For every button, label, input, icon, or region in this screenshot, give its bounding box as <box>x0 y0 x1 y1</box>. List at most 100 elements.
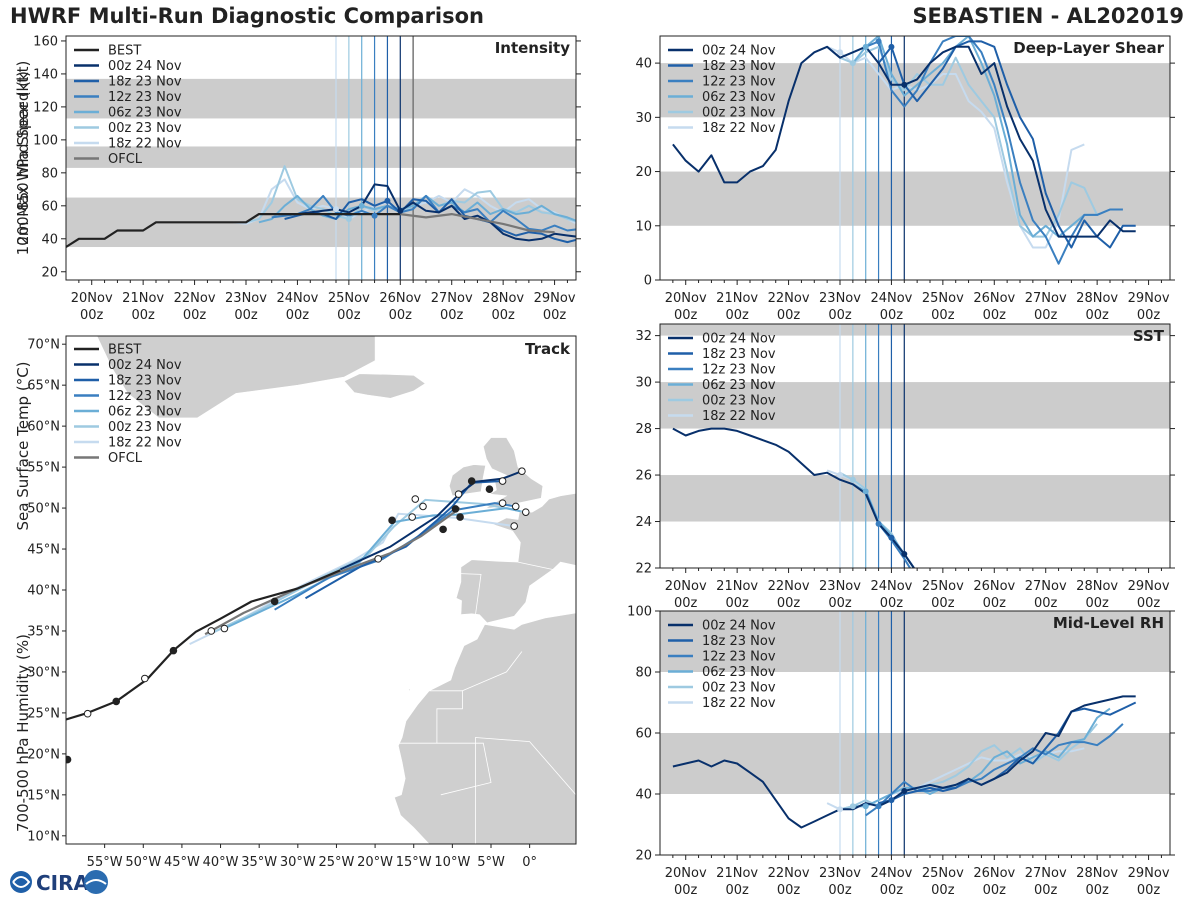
track-position-marker <box>439 525 447 534</box>
track-x-tick-label: 55°W <box>87 855 123 870</box>
rh-legend-run-label: 12z 23 Nov <box>702 650 776 665</box>
shear-x-day-label: 28Nov <box>1076 291 1118 306</box>
sst-x-hour-label: 00z <box>828 596 852 611</box>
track-position-marker <box>521 508 530 516</box>
sst-x-day-label: 24Nov <box>870 579 912 594</box>
rh-x-hour-label: 00z <box>931 883 955 898</box>
rh-init-marker <box>888 797 895 804</box>
track-x-tick-label: 50°W <box>125 855 161 870</box>
intensity-init-marker <box>371 212 378 219</box>
sst-shaded-band <box>660 382 1170 429</box>
intensity-x-day-label: 20Nov <box>71 291 113 306</box>
shear-x-hour-label: 00z <box>725 308 749 323</box>
track-best-marker <box>169 646 178 655</box>
sst-y-tick-label: 22 <box>635 562 652 577</box>
shear-x-hour-label: 00z <box>1034 308 1058 323</box>
track-y-tick-label: 25°N <box>27 706 60 721</box>
intensity-legend-best-label: BEST <box>108 44 141 59</box>
intensity-x-hour-label: 00z <box>80 308 104 323</box>
shear-series-18z-23-nov <box>877 40 1136 249</box>
intensity-x-day-label: 26Nov <box>379 291 421 306</box>
shear-x-hour-label: 00z <box>983 308 1007 323</box>
rh-title: Mid-Level RH <box>1053 614 1164 632</box>
intensity-x-day-label: 27Nov <box>431 291 473 306</box>
shear-x-day-label: 20Nov <box>665 291 707 306</box>
country-border <box>517 561 553 570</box>
rh-x-hour-label: 00z <box>777 883 801 898</box>
rh-x-day-label: 22Nov <box>768 866 810 881</box>
track-position-marker <box>270 597 279 606</box>
track-y-tick-label: 30°N <box>27 665 60 680</box>
intensity-legend-run-label: 18z 22 Nov <box>108 137 182 152</box>
intensity-frame <box>65 35 577 281</box>
track-position-marker <box>207 627 216 635</box>
track-x-tick-label: 45°W <box>164 855 200 870</box>
track-title: Track <box>525 340 571 358</box>
track-legend-label: 00z 23 Nov <box>108 420 182 435</box>
intensity-x-hour-label: 00z <box>389 308 413 323</box>
shear-y-tick-label: 0 <box>644 274 652 289</box>
europe-land <box>455 492 576 624</box>
track-series-12z-23-nov <box>274 502 516 611</box>
track-position-marker <box>220 624 229 633</box>
rh-x-hour-label: 00z <box>674 883 698 898</box>
intensity-x-day-label: 25Nov <box>328 291 370 306</box>
track-map: 10°N 15°N 20°N 25°N 30°N 35°N 40°N 45°N 50°N 55°N… <box>27 335 577 870</box>
logo-swirl <box>12 876 31 888</box>
sst-legend-run-label: 12z 23 Nov <box>702 363 776 378</box>
intensity-x-day-label: 23Nov <box>225 291 267 306</box>
track-position-marker <box>498 477 507 485</box>
intensity-init-marker <box>358 202 365 209</box>
rh-series-group <box>672 695 1137 829</box>
sst-init-marker <box>849 476 856 483</box>
intensity-x-day-label: 21Nov <box>122 291 164 306</box>
sst-y-tick-label: 26 <box>635 469 652 484</box>
sst-x-hour-label: 00z <box>725 596 749 611</box>
shear-x-day-label: 25Nov <box>922 291 964 306</box>
sst-legend-run-label: 18z 22 Nov <box>702 409 776 424</box>
logo-emblem <box>84 870 108 894</box>
track-legend-label: 18z 23 Nov <box>108 374 182 389</box>
sst-x-hour-label: 00z <box>1085 596 1109 611</box>
rh-x-hour-label: 00z <box>1034 883 1058 898</box>
rh-x-hour-label: 00z <box>725 883 749 898</box>
shear-legend-run-label: 00z 24 Nov <box>702 44 776 59</box>
shear-legend-run-label: 18z 22 Nov <box>702 121 776 136</box>
shear-x-day-label: 27Nov <box>1025 291 1067 306</box>
shear-x-hour-label: 00z <box>777 308 801 323</box>
sst-x-hour-label: 00z <box>983 596 1007 611</box>
track-position-marker <box>510 522 518 530</box>
track-y-tick-label: 45°N <box>27 543 60 558</box>
track-legend-label: 18z 22 Nov <box>108 436 182 451</box>
shear-x-day-label: 26Nov <box>973 291 1015 306</box>
track-y-tick-label: 20°N <box>27 747 60 762</box>
track-x-tick-label: 30°W <box>280 855 316 870</box>
intensity-x-hour-label: 00z <box>543 308 567 323</box>
shear-init-marker <box>888 43 895 50</box>
intensity-x-day-label: 24Nov <box>276 291 318 306</box>
rh-x-hour-label: 00z <box>1085 883 1109 898</box>
sst-x-hour-label: 00z <box>931 596 955 611</box>
track-x-tick-label: 0° <box>522 855 537 870</box>
rh-series-18z-23-nov <box>878 701 1137 805</box>
track-legend-label: OFCL <box>108 451 143 466</box>
rh-x-hour-label: 00z <box>1137 883 1161 898</box>
rh-x-day-label: 27Nov <box>1025 866 1067 881</box>
shear-chart: 0 10 20 30 40 20Nov 00z 21Nov 00z 22Nov 00z 23Nov 00… <box>14 35 1175 323</box>
intensity-x-hour-label: 00z <box>183 308 207 323</box>
sst-x-day-label: 25Nov <box>922 579 964 594</box>
rh-init-marker <box>901 787 908 794</box>
intensity-y-tick-label: 60 <box>41 199 58 214</box>
track-y-tick-label: 10°N <box>27 829 60 844</box>
track-y-tick-label: 35°N <box>27 624 60 639</box>
intensity-init-marker <box>384 197 391 204</box>
sst-y-tick-label: 28 <box>635 422 652 437</box>
sst-x-hour-label: 00z <box>674 596 698 611</box>
shear-x-day-label: 21Nov <box>716 291 758 306</box>
sst-x-hour-label: 00z <box>1034 596 1058 611</box>
track-x-tick-label: 25°W <box>319 855 355 870</box>
